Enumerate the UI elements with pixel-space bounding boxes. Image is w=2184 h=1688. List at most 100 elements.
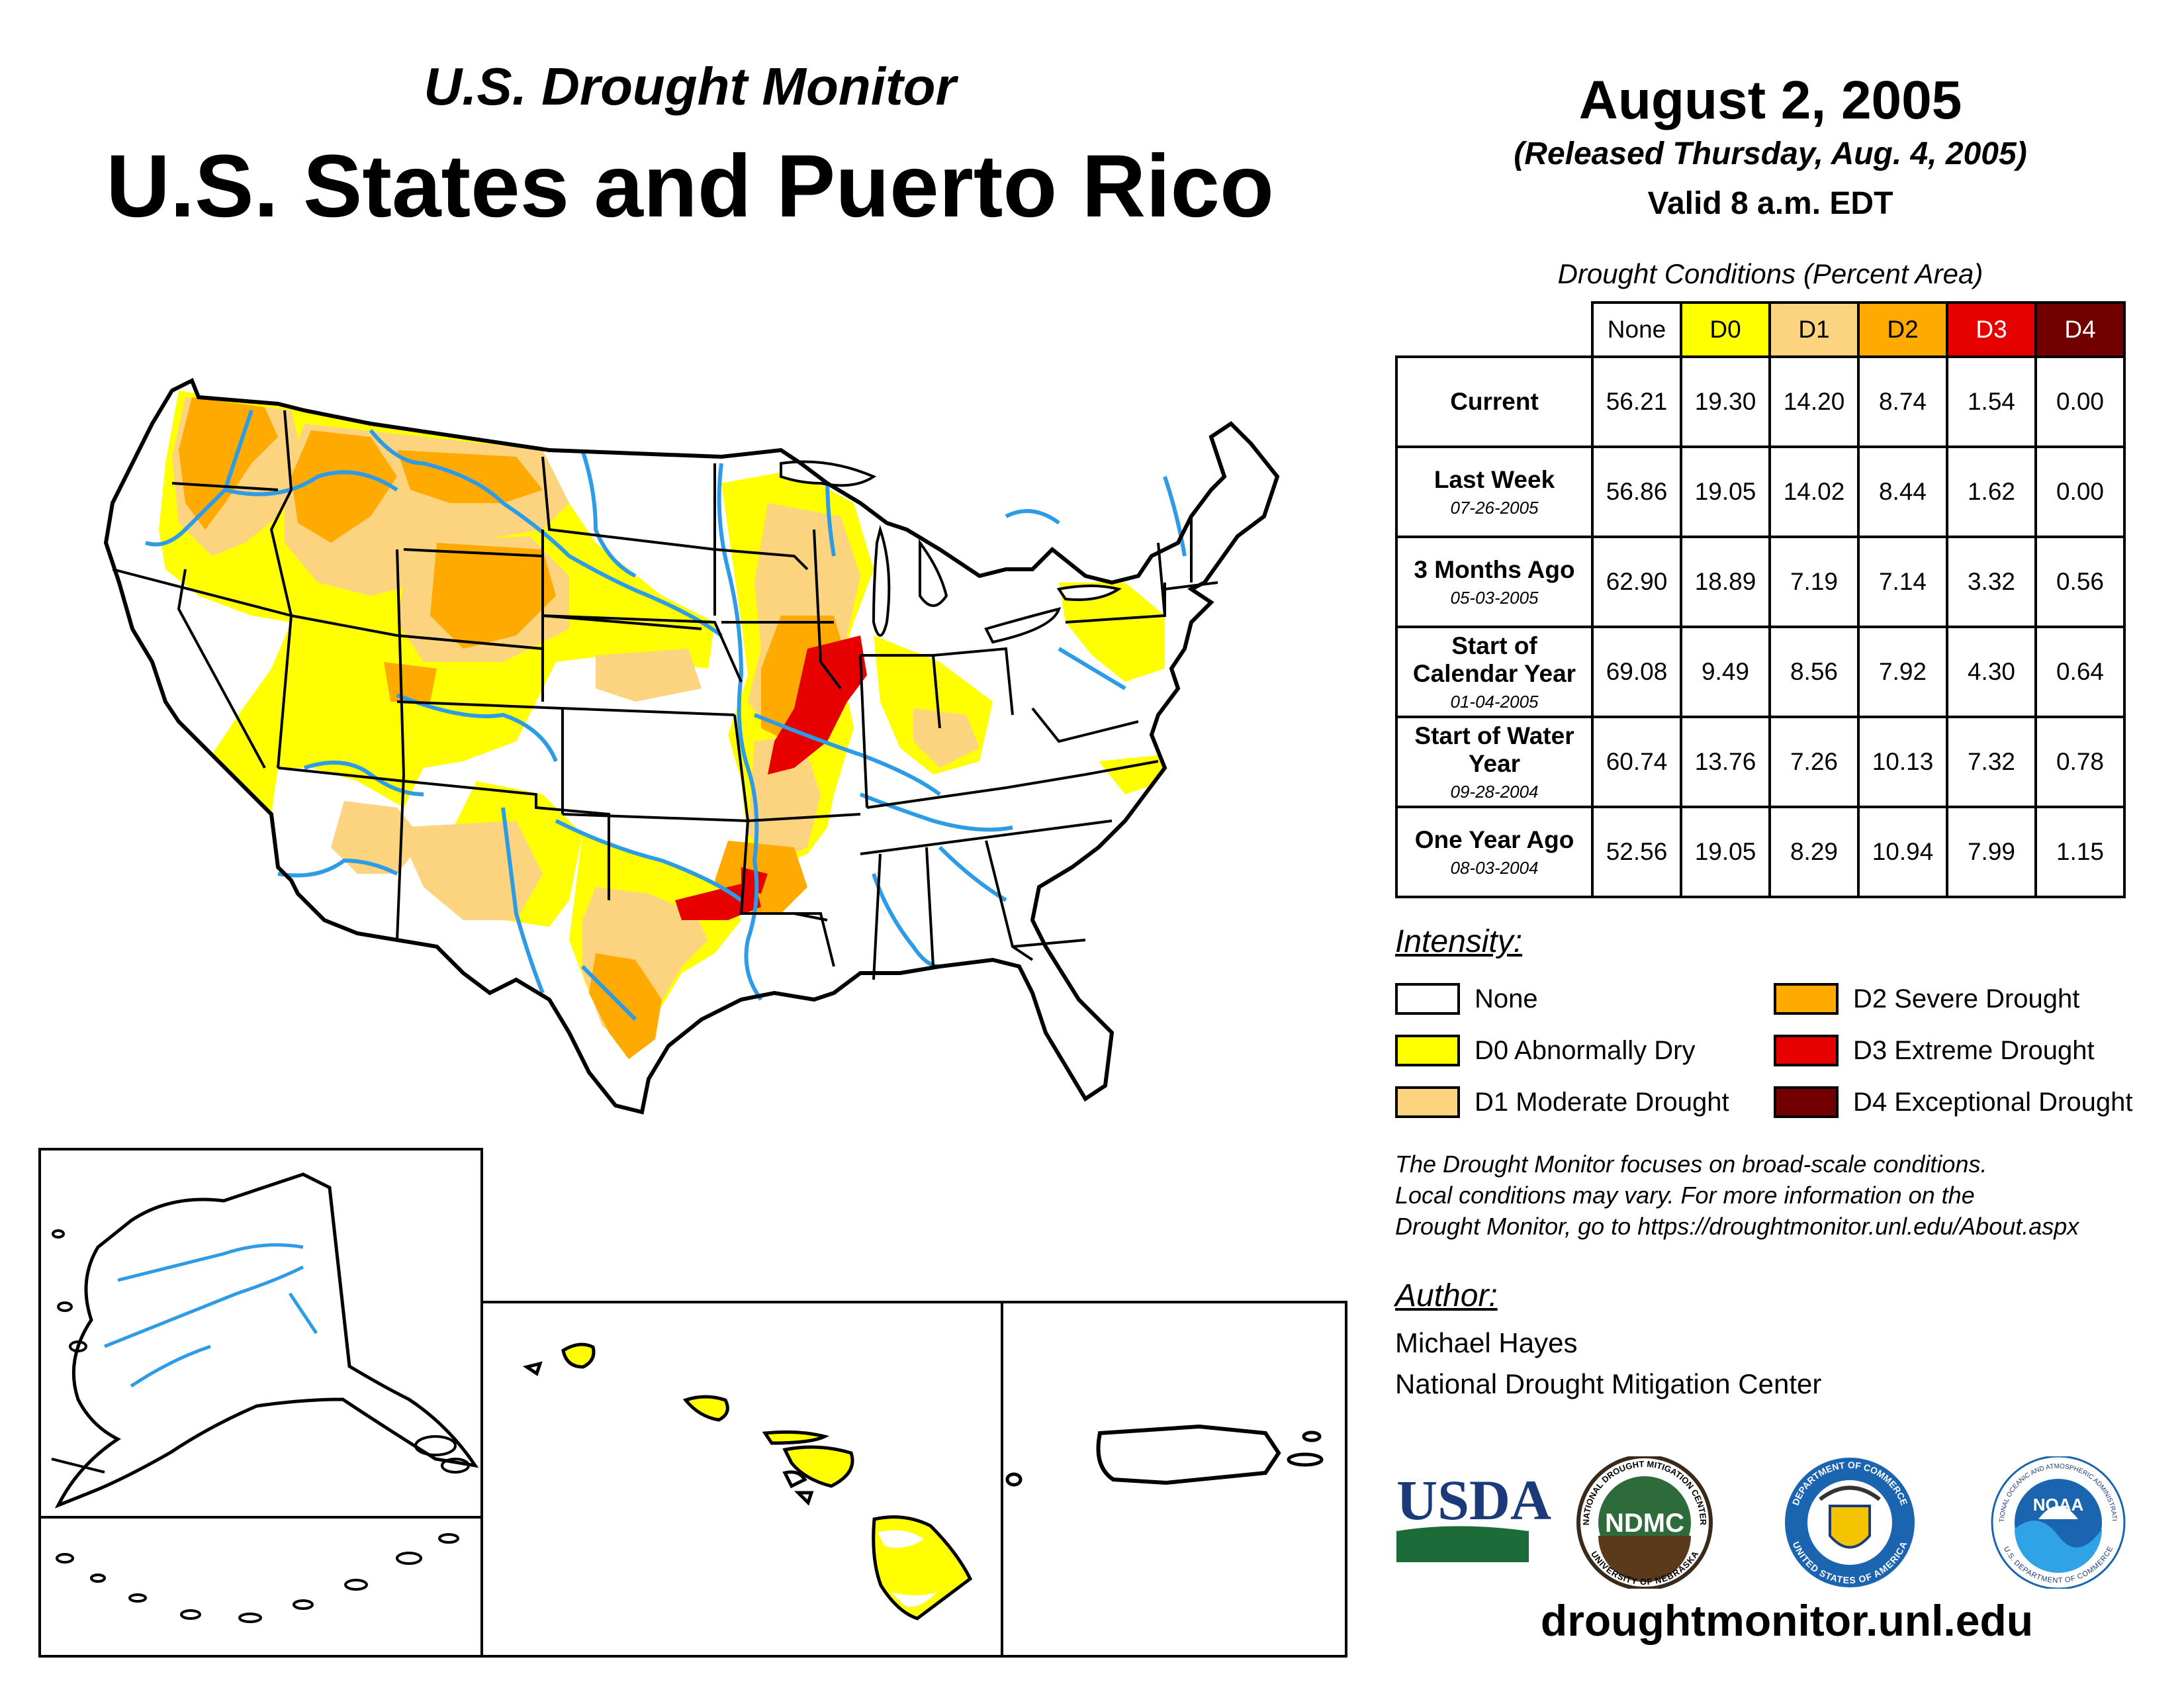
col-d0: D0: [1680, 301, 1771, 358]
alaska-map: [51, 1172, 479, 1623]
legend-item: D1 Moderate Drought: [1395, 1086, 1729, 1118]
value-cell: 0.78: [2034, 716, 2126, 808]
hawaii-map: [522, 1342, 973, 1620]
note-line: Drought Monitor, go to https://droughtmo…: [1395, 1213, 2079, 1240]
noaa-logo-text: NOAA: [2033, 1495, 2084, 1515]
col-d1: D1: [1768, 301, 1860, 358]
value-cell: 0.00: [2034, 355, 2126, 448]
value-cell: 1.54: [1946, 355, 2037, 448]
value-cell: 62.90: [1591, 536, 1682, 628]
table-row: Start of Water Year 09-28-2004 60.74 13.76 7…: [1395, 716, 2126, 808]
col-d2: D2: [1857, 301, 1948, 358]
row-label: One Year Ago: [1414, 825, 1574, 853]
value-cell: 19.05: [1680, 445, 1771, 538]
row-date: 08-03-2004: [1450, 857, 1539, 878]
legend-swatch: [1774, 1086, 1839, 1118]
puerto-rico-inset: [1001, 1301, 1347, 1658]
value-cell: 10.13: [1857, 716, 1948, 808]
value-cell: 1.62: [1946, 445, 2037, 538]
row-date: 01-04-2005: [1450, 691, 1539, 712]
value-cell: 7.26: [1768, 716, 1860, 808]
value-cell: 56.21: [1591, 355, 1682, 448]
legend-item: None: [1395, 983, 1538, 1015]
legend-item: D3 Extreme Drought: [1774, 1035, 2095, 1066]
disclaimer-note: The Drought Monitor focuses on broad-sca…: [1395, 1149, 2176, 1242]
legend-item: D0 Abnormally Dry: [1395, 1035, 1695, 1066]
value-cell: 0.00: [2034, 445, 2126, 538]
legend-swatch: [1774, 983, 1839, 1015]
note-line: The Drought Monitor focuses on broad-sca…: [1395, 1150, 1987, 1178]
aleutian-islands: [56, 1533, 459, 1623]
value-cell: 0.64: [2034, 626, 2126, 718]
value-cell: 52.56: [1591, 806, 1682, 898]
table-row: 3 Months Ago 05-03-2005 62.90 18.89 7.19 7.14…: [1395, 536, 2126, 628]
row-date: 05-03-2005: [1450, 587, 1539, 608]
col-d3: D3: [1946, 301, 2037, 358]
legend-swatch: [1395, 983, 1460, 1015]
alaska-land: [54, 1172, 479, 1509]
d3-areas: [675, 635, 867, 920]
legend-label: D0 Abnormally Dry: [1475, 1035, 1696, 1065]
value-cell: 8.44: [1857, 445, 1948, 538]
puerto-rico-map: [1005, 1424, 1324, 1487]
website-url: droughtmonitor.unl.edu: [1540, 1596, 2034, 1645]
state-borders: [103, 377, 1280, 1115]
table-row: Last Week 07-26-2005 56.86 19.05 14.02 8.44 1.…: [1395, 445, 2126, 538]
value-cell: 8.29: [1768, 806, 1860, 898]
row-label-cell: Start of Water Year 09-28-2004: [1395, 716, 1594, 808]
puerto-rico-land: [1096, 1424, 1281, 1485]
legend-label: D2 Severe Drought: [1853, 984, 2080, 1013]
row-label-cell: Last Week 07-26-2005: [1395, 445, 1594, 538]
value-cell: 18.89: [1680, 536, 1771, 628]
legend-swatch: [1395, 1035, 1460, 1066]
row-label: Start of Water Year: [1414, 722, 1574, 777]
value-cell: 7.14: [1857, 536, 1948, 628]
table-caption: Drought Conditions (Percent Area): [1557, 258, 1983, 289]
legend-label: D4 Exceptional Drought: [1853, 1087, 2133, 1117]
alaska-islands: [51, 1229, 470, 1474]
col-none: None: [1591, 301, 1682, 358]
hawaii-islands: [522, 1342, 973, 1620]
author-name: Michael Hayes: [1395, 1327, 1578, 1358]
d2-areas: [179, 397, 847, 1059]
value-cell: 3.32: [1946, 536, 2037, 628]
value-cell: 13.76: [1680, 716, 1771, 808]
legend-label: D1 Moderate Drought: [1475, 1087, 1729, 1117]
value-cell: 69.08: [1591, 626, 1682, 718]
drought-conditions-table: None D0 D1 D2 D3 D4 Current 56.21 19.30 14.…: [1395, 301, 2126, 898]
row-label-cell: Current: [1395, 355, 1594, 448]
puerto-rico-islands: [1005, 1430, 1324, 1487]
usda-logo-text: USDA: [1396, 1468, 1551, 1532]
noaa-logo: NOAA NATIONAL OCEANIC AND ATMOSPHERIC AD…: [1991, 1456, 2126, 1589]
value-cell: 7.92: [1857, 626, 1948, 718]
map-title: U.S. States and Puerto Rico: [106, 137, 1274, 236]
table-row: One Year Ago 08-03-2004 52.56 19.05 8.29 10.9…: [1395, 806, 2126, 898]
table-header-row: None D0 D1 D2 D3 D4: [1396, 301, 2126, 358]
legend-label: None: [1475, 984, 1538, 1013]
alaska-rivers: [104, 1243, 318, 1388]
row-label: Start of Calendar Year: [1412, 632, 1576, 687]
row-label: 3 Months Ago: [1414, 555, 1575, 583]
value-cell: 10.94: [1857, 806, 1948, 898]
value-cell: 14.20: [1768, 355, 1860, 448]
valid-time: Valid 8 a.m. EDT: [1647, 186, 1893, 221]
legend-title: Intensity:: [1395, 924, 1523, 959]
legend-swatch: [1395, 1086, 1460, 1118]
logo-row: USDA NDMC NATIONAL DROUGHT MITIGATION CE…: [1396, 1456, 2126, 1589]
col-d4: D4: [2034, 301, 2126, 358]
ndmc-logo-text: NDMC: [1605, 1509, 1684, 1538]
value-cell: 1.15: [2034, 806, 2126, 898]
row-label-cell: 3 Months Ago 05-03-2005: [1395, 536, 1594, 628]
row-label-cell: Start of Calendar Year 01-04-2005: [1395, 626, 1594, 718]
value-cell: 56.86: [1591, 445, 1682, 538]
value-cell: 7.32: [1946, 716, 2037, 808]
author-org: National Drought Mitigation Center: [1395, 1368, 1822, 1399]
value-cell: 7.19: [1768, 536, 1860, 628]
legend-label: D3 Extreme Drought: [1853, 1035, 2095, 1065]
value-cell: 8.56: [1768, 626, 1860, 718]
legend-item: D4 Exceptional Drought: [1774, 1086, 2132, 1118]
release-date: (Released Thursday, Aug. 4, 2005): [1514, 136, 2027, 171]
table-row: Current 56.21 19.30 14.20 8.74 1.54 0.00: [1395, 355, 2126, 448]
author-heading: Author:: [1395, 1278, 1498, 1313]
value-cell: 9.49: [1680, 626, 1771, 718]
